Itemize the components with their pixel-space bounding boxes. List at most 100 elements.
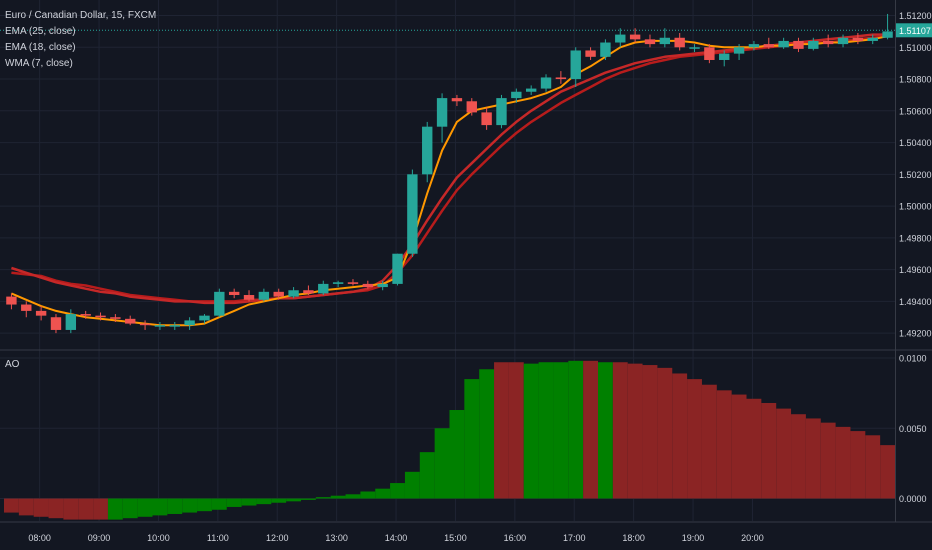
ao-bar — [93, 498, 108, 520]
candle — [95, 312, 106, 321]
ao-bar — [598, 362, 613, 499]
ao-bar — [360, 491, 376, 499]
candle — [481, 107, 492, 130]
candle-body — [733, 47, 745, 54]
time-tick-label: 20:00 — [741, 533, 764, 543]
candle-body — [852, 37, 864, 41]
candle-body — [674, 37, 685, 48]
candle — [733, 44, 745, 60]
time-tick-label: 11:00 — [207, 533, 229, 543]
ao-bar — [345, 494, 361, 499]
price-tick-label: 1.49800 — [899, 233, 932, 243]
time-tick-label: 08:00 — [28, 533, 51, 543]
pane-separator — [0, 0, 932, 523]
time-tick-label: 16:00 — [504, 533, 527, 543]
candle — [228, 288, 240, 299]
price-tick-label: 1.49200 — [899, 329, 932, 339]
candle-body — [882, 31, 893, 38]
candle-body — [50, 317, 62, 330]
ao-bar — [627, 363, 643, 499]
ao-tick-label: 0.0100 — [899, 354, 927, 364]
candle-body — [392, 253, 403, 284]
price-tick-label: 1.50000 — [899, 202, 932, 212]
candle-body — [184, 320, 195, 326]
last-price-marker: 1.51107 — [0, 23, 932, 38]
candle — [318, 280, 329, 296]
candle-body — [407, 174, 418, 254]
candle-body — [540, 77, 552, 89]
candle-body — [214, 291, 225, 316]
candle-body — [347, 282, 359, 284]
candle — [867, 34, 878, 45]
candle — [600, 39, 611, 60]
ao-bar — [672, 373, 688, 499]
candle-body — [555, 77, 567, 80]
candle — [778, 37, 789, 49]
last-price-badge — [896, 23, 932, 38]
candle — [466, 98, 477, 116]
candle-body — [436, 98, 448, 127]
ao-legend[interactable]: AO — [5, 359, 20, 370]
candle — [21, 301, 32, 318]
legend-ema-25[interactable]: EMA (25, close) — [5, 26, 76, 37]
price-tick-label: 1.51200 — [899, 11, 932, 21]
ao-bar — [479, 369, 495, 499]
candle — [50, 314, 62, 334]
ao-bar — [256, 498, 272, 505]
candle — [184, 317, 195, 330]
time-tick-label: 14:00 — [385, 533, 408, 543]
ao-bar — [568, 360, 584, 499]
candle-body — [867, 37, 878, 41]
candle — [674, 32, 685, 51]
ao-bar — [642, 365, 658, 499]
candle-body — [808, 40, 819, 49]
moving-average-lines — [11, 33, 888, 327]
candle-body — [65, 314, 77, 330]
legend: Euro / Canadian Dollar, 15, FXCM EMA (25… — [5, 8, 156, 72]
candle — [125, 315, 136, 326]
ao-bar — [746, 398, 762, 499]
ao-bar — [48, 498, 64, 519]
candle — [199, 314, 210, 324]
candle-body — [35, 310, 47, 316]
time-tick-label: 13:00 — [325, 533, 348, 543]
candle-body — [362, 283, 374, 288]
ao-bar — [182, 498, 198, 513]
candle-body — [258, 291, 270, 300]
candle — [511, 88, 522, 103]
candle-body — [585, 50, 596, 57]
ao-bar — [375, 488, 391, 499]
price-tick-label: 1.50600 — [899, 106, 932, 116]
candle-body — [525, 88, 537, 92]
candle-body — [80, 314, 91, 316]
price-tick-label: 1.50400 — [899, 138, 932, 148]
time-tick-label: 15:00 — [444, 533, 467, 543]
candle — [407, 169, 418, 257]
ao-bar — [419, 452, 435, 499]
candle — [763, 37, 774, 49]
legend-ema-18[interactable]: EMA (18, close) — [5, 42, 76, 53]
candle-body — [422, 126, 433, 175]
candle — [139, 320, 151, 330]
candle-body — [719, 53, 730, 60]
ao-bar — [731, 394, 747, 499]
time-tick-label: 19:00 — [682, 533, 705, 543]
ao-bar — [63, 498, 79, 520]
ao-bar — [494, 362, 509, 499]
candle — [35, 306, 47, 321]
ao-bar — [78, 498, 94, 520]
candle-body — [511, 91, 522, 99]
candle-body — [318, 283, 329, 294]
candle-body — [21, 304, 32, 311]
candle-body — [332, 282, 344, 284]
ao-bar — [835, 426, 851, 499]
candle — [704, 44, 715, 64]
time-tick-label: 10:00 — [147, 533, 170, 543]
candle — [169, 322, 180, 330]
candle — [392, 253, 403, 286]
time-tick-label: 18:00 — [622, 533, 645, 543]
ao-bar — [820, 422, 836, 499]
legend-wma-7[interactable]: WMA (7, close) — [5, 58, 73, 69]
price-tick-label: 1.50200 — [899, 170, 932, 180]
